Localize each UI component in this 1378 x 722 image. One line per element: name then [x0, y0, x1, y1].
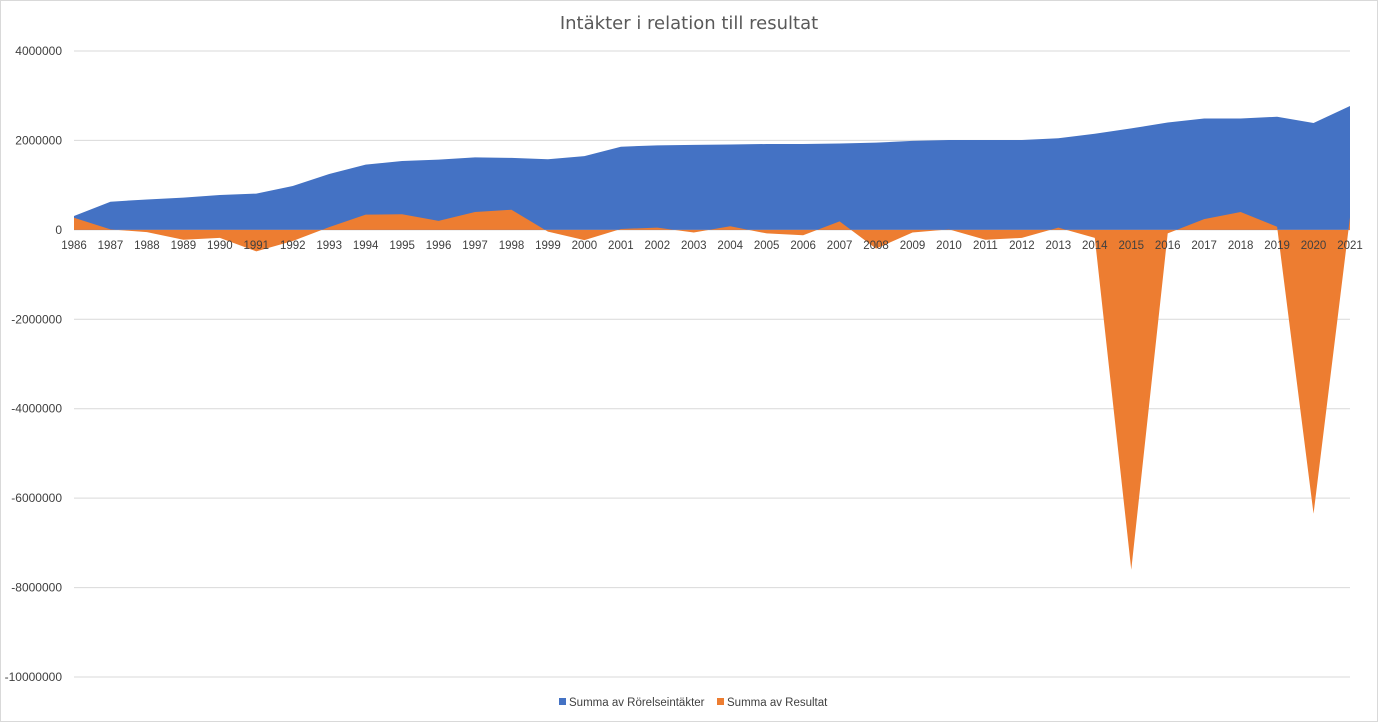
x-tick-label: 2001 — [608, 240, 634, 252]
x-tick-label: 1991 — [243, 240, 269, 252]
x-tick-label: 1999 — [535, 240, 561, 252]
legend-label: Summa av Rörelseintäkter — [569, 697, 705, 709]
y-tick-label: 4000000 — [15, 44, 62, 58]
legend-item: Summa av Rörelseintäkter — [559, 697, 705, 709]
x-tick-label: 2010 — [936, 240, 962, 252]
x-tick-label: 2007 — [827, 240, 853, 252]
x-tick-label: 2011 — [973, 240, 998, 252]
x-tick-label: 2015 — [1118, 240, 1144, 252]
x-tick-label: 2004 — [717, 240, 743, 252]
x-tick-label: 2005 — [754, 240, 780, 252]
x-tick-label: 2017 — [1191, 240, 1217, 252]
legend-label: Summa av Resultat — [727, 697, 828, 709]
x-tick-label: 2016 — [1155, 240, 1181, 252]
x-tick-label: 1989 — [171, 240, 197, 252]
y-tick-label: -8000000 — [11, 581, 62, 595]
x-tick-label: 1986 — [61, 240, 87, 252]
y-tick-label: 2000000 — [15, 133, 62, 147]
x-tick-label: 2006 — [790, 240, 816, 252]
x-tick-label: 1997 — [462, 240, 488, 252]
x-tick-label: 1993 — [316, 240, 342, 252]
legend-item: Summa av Resultat — [717, 697, 828, 709]
y-tick-label: -6000000 — [11, 491, 62, 505]
x-tick-label: 2019 — [1264, 240, 1290, 252]
x-tick-label: 2009 — [900, 240, 926, 252]
x-tick-label: 2013 — [1046, 240, 1072, 252]
y-tick-label: -10000000 — [5, 670, 63, 684]
x-tick-label: 1988 — [134, 240, 160, 252]
x-tick-label: 1987 — [98, 240, 124, 252]
legend-swatch — [717, 698, 724, 705]
x-tick-label: 1992 — [280, 240, 306, 252]
x-tick-label: 2012 — [1009, 240, 1035, 252]
series-area-0 — [74, 106, 1350, 230]
y-tick-label: -2000000 — [11, 312, 62, 326]
x-tick-label: 2020 — [1301, 240, 1327, 252]
x-tick-label: 1994 — [353, 240, 379, 252]
x-tick-label: 2000 — [572, 240, 598, 252]
x-tick-label: 1990 — [207, 240, 233, 252]
legend: Summa av Rörelseintäkter Summa av Resulta… — [559, 697, 828, 709]
x-tick-label: 2003 — [681, 240, 707, 252]
x-tick-label: 1995 — [389, 240, 415, 252]
chart-title: Intäkter i relation till resultat — [560, 13, 818, 34]
x-tick-label: 2018 — [1228, 240, 1254, 252]
x-tick-label: 2008 — [863, 240, 889, 252]
y-tick-label: -4000000 — [11, 402, 62, 416]
y-axis-ticks: 4000000 2000000 0 -2000000 -4000000 -6000000 -… — [5, 44, 63, 684]
legend-swatch — [559, 698, 566, 705]
series-areas — [74, 106, 1350, 570]
x-tick-label: 2002 — [645, 240, 671, 252]
x-tick-label: 2021 — [1337, 240, 1363, 252]
y-tick-label: 0 — [55, 223, 62, 237]
series-area-1 — [74, 209, 1350, 570]
x-tick-label: 1996 — [426, 240, 452, 252]
x-tick-label: 1998 — [499, 240, 525, 252]
x-tick-label: 2014 — [1082, 240, 1108, 252]
x-axis-ticks: 1986 1987 1988 1989 1990 1991 1992 1993 1994 1995… — [61, 240, 1363, 252]
